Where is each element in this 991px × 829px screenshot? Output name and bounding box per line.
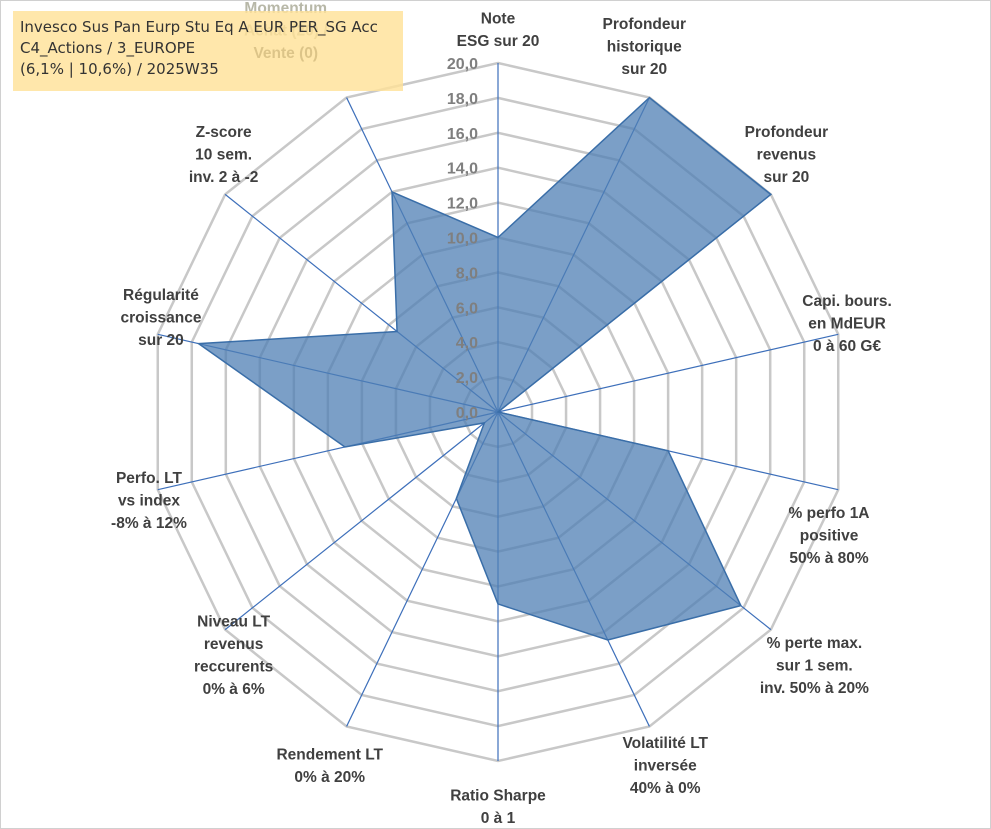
tick-label: 12,0 xyxy=(447,196,478,213)
axis-label-line: en MdEUR xyxy=(808,316,886,333)
axis-label: Perfo. LT vs index -8% à 12% xyxy=(111,470,187,532)
axis-label-line: 0% à 6% xyxy=(203,681,265,698)
axis-label-line: 40% à 0% xyxy=(630,780,701,797)
axis-label-line: 0 à 60 G€ xyxy=(813,338,881,355)
axis-label-line: vs index xyxy=(118,492,180,509)
tick-label: 2,0 xyxy=(456,370,478,387)
axis-label-line: % perte max. xyxy=(767,635,863,652)
axis-label-line: revenus xyxy=(204,636,263,653)
axis-label-line: sur 20 xyxy=(764,169,810,186)
axis-label-line: historique xyxy=(607,38,682,55)
axis-label: Capi. bours. en MdEUR 0 à 60 G€ xyxy=(802,293,892,355)
axis-label-line: reccurents xyxy=(194,659,273,676)
axis-label-line: inv. 2 à -2 xyxy=(189,169,259,186)
axis-label-line: Rendement LT xyxy=(276,746,383,763)
axis-label-line: sur 20 xyxy=(621,61,667,78)
axis-label: Volatilité LT inversée 40% à 0% xyxy=(622,735,708,797)
tick-label: 4,0 xyxy=(456,335,478,352)
axis-label-line: sur 1 sem. xyxy=(776,657,853,674)
tick-label: 0,0 xyxy=(456,405,478,422)
axis-label-line: ESG sur 20 xyxy=(457,33,540,50)
axis-label-line: inv. 50% à 20% xyxy=(760,680,869,697)
tick-labels: 0,0 2,0 4,0 6,0 8,0 10,0 12,0 14,0 16,0 18,0 20,0 xyxy=(447,56,478,422)
axis-label-line: revenus xyxy=(757,146,816,163)
tick-label: 8,0 xyxy=(456,265,478,282)
axis-label-line: -8% à 12% xyxy=(111,515,187,532)
axis-label: Régularité croissance sur 20 xyxy=(120,287,201,349)
axis-label: Ratio Sharpe 0 à 1 xyxy=(450,788,546,828)
axis-label: Profondeur historique sur 20 xyxy=(602,16,686,78)
fund-info-box: Invesco Sus Pan Eurp Stu Eq A EUR PER_SG… xyxy=(13,11,403,91)
axis-label-line: Volatilité LT xyxy=(622,735,708,752)
fund-name: Invesco Sus Pan Eurp Stu Eq A EUR PER_SG… xyxy=(20,18,378,36)
axis-label-line: sur 20 xyxy=(138,332,184,349)
series-area xyxy=(196,96,773,641)
spoke-line xyxy=(497,333,839,413)
axis-label-line: Ratio Sharpe xyxy=(450,788,546,805)
axis-label-line: Z-score xyxy=(196,124,252,141)
tick-label: 20,0 xyxy=(447,56,478,73)
axis-label: % perfo 1A positive 50% à 80% xyxy=(789,505,870,567)
axis-label-line: 0% à 20% xyxy=(294,769,365,786)
axis-label-line: Régularité xyxy=(123,287,199,304)
tick-label: 16,0 xyxy=(447,126,478,143)
axis-label-line: Niveau LT xyxy=(197,614,270,631)
axis-label: Z-score 10 sem. inv. 2 à -2 xyxy=(189,124,259,186)
axis-label-line: 0 à 1 xyxy=(481,810,516,827)
fund-stats: (6,1% | 10,6%) / 2025W35 xyxy=(20,60,219,78)
tick-label: 18,0 xyxy=(447,91,478,108)
axis-label: % perte max. sur 1 sem. inv. 50% à 20% xyxy=(760,635,869,697)
axis-label: Niveau LT revenus reccurents 0% à 6% xyxy=(194,614,273,699)
axis-label-line: % perfo 1A xyxy=(789,505,870,522)
tick-label: 6,0 xyxy=(456,300,478,317)
axis-label-line: inversée xyxy=(634,758,697,775)
axis-label-line: Profondeur xyxy=(745,124,829,141)
axis-label-line: positive xyxy=(800,527,859,544)
spoke-line xyxy=(224,411,499,631)
axis-label-line: Perfo. LT xyxy=(116,470,183,487)
axis-label-line: 10 sem. xyxy=(195,146,252,163)
axis-label-line: croissance xyxy=(120,310,201,327)
axis-label-line: 50% à 80% xyxy=(789,550,868,567)
axis-label: Note ESG sur 20 xyxy=(457,11,540,51)
axis-label: Rendement LT 0% à 20% xyxy=(276,746,383,786)
tick-label: 10,0 xyxy=(447,231,478,248)
fund-category: C4_Actions / 3_EUROPE xyxy=(20,39,196,57)
axis-label-line: Profondeur xyxy=(602,16,686,33)
axis-label: Profondeur revenus sur 20 xyxy=(745,124,829,186)
axis-label-line: Capi. bours. xyxy=(802,293,892,310)
axis-label-line: Note xyxy=(481,11,516,28)
tick-label: 14,0 xyxy=(447,161,478,178)
